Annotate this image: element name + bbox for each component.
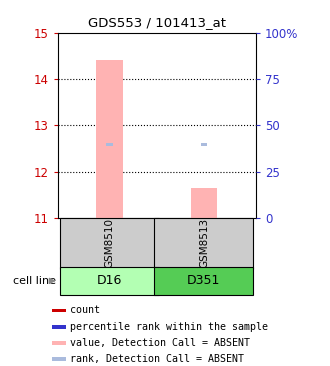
Bar: [154, 218, 253, 269]
Text: GSM8513: GSM8513: [199, 219, 209, 268]
Bar: [106, 143, 113, 146]
Bar: [201, 143, 207, 146]
Text: D351: D351: [187, 274, 220, 287]
Title: GDS553 / 101413_at: GDS553 / 101413_at: [88, 16, 226, 29]
Text: percentile rank within the sample: percentile rank within the sample: [70, 322, 268, 332]
Text: GSM8510: GSM8510: [105, 219, 115, 268]
Text: value, Detection Call = ABSENT: value, Detection Call = ABSENT: [70, 338, 250, 348]
Bar: [51, 309, 66, 312]
Text: count: count: [70, 306, 100, 315]
Text: rank, Detection Call = ABSENT: rank, Detection Call = ABSENT: [70, 354, 244, 364]
Bar: [60, 267, 159, 295]
Bar: [51, 357, 66, 361]
Text: cell line: cell line: [13, 276, 56, 286]
Bar: [154, 267, 253, 295]
Bar: [191, 188, 217, 218]
Bar: [51, 341, 66, 345]
Bar: [51, 325, 66, 329]
Text: D16: D16: [97, 274, 122, 287]
Bar: [96, 60, 123, 218]
Bar: [60, 218, 159, 269]
